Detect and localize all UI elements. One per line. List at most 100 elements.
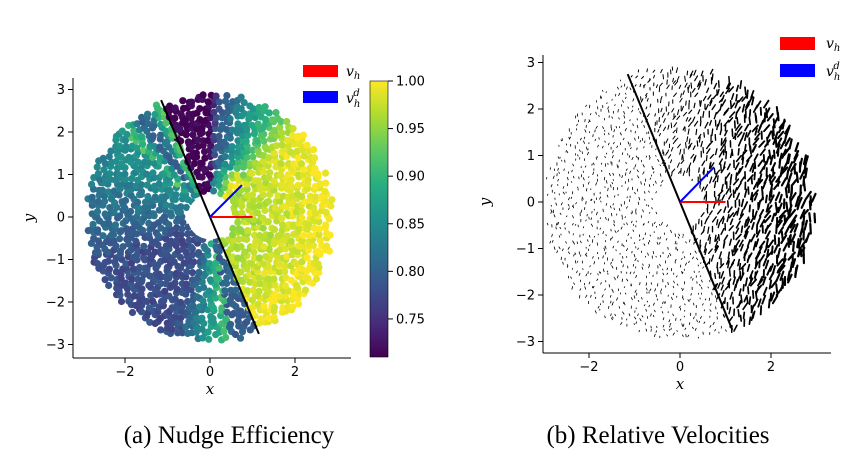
heatmap-point: [89, 220, 97, 228]
quiver-arrow: [813, 212, 817, 224]
heatmap-point: [196, 116, 204, 124]
heatmap-point: [137, 308, 146, 316]
quiver-arrow: [789, 196, 793, 208]
quiver-arrow: [693, 120, 699, 127]
quiver-arrow: [560, 202, 563, 206]
quiver-arrow: [688, 109, 693, 115]
heatmap-point: [294, 242, 303, 250]
quiver-arrow: [627, 106, 629, 109]
quiver-arrow: [676, 275, 678, 278]
heatmap-point: [256, 280, 264, 288]
quiver-arrow: [769, 154, 774, 166]
quiver-arrow: [765, 238, 769, 249]
heatmap-point: [261, 103, 269, 111]
quiver-arrow: [682, 296, 684, 300]
quiver-arrow: [576, 270, 578, 274]
heatmap-point: [231, 292, 239, 300]
quiver-arrow: [595, 125, 598, 129]
quiver-arrow: [604, 155, 606, 159]
quiver-arrow: [717, 233, 721, 242]
heatmap-point: [178, 329, 186, 337]
y-tick-label: −2: [516, 289, 535, 304]
heatmap-point: [294, 300, 303, 308]
quiver-arrow: [715, 169, 721, 176]
heatmap-point: [262, 116, 270, 124]
x-tick-label: 2: [767, 360, 775, 375]
quiver-arrow: [676, 115, 681, 121]
quiver-arrow: [739, 243, 744, 252]
heatmap-point: [243, 265, 251, 273]
heatmap-point: [99, 154, 107, 162]
quiver-arrow: [704, 248, 708, 256]
quiver-arrow: [625, 96, 627, 99]
heatmap-point: [311, 154, 319, 162]
heatmap-point: [237, 268, 245, 276]
quiver-arrow: [704, 78, 707, 86]
heatmap-point: [254, 300, 262, 308]
heatmap-point: [270, 177, 278, 185]
quiver-arrow: [707, 234, 711, 241]
heatmap-point: [229, 159, 237, 167]
heatmap-point: [195, 268, 203, 276]
quiver-arrow: [603, 247, 606, 251]
quiver-arrow: [687, 299, 690, 303]
heatmap-point: [209, 315, 217, 323]
quiver-arrow: [709, 309, 712, 312]
quiver-arrow: [590, 294, 592, 298]
quiver-arrow: [743, 294, 748, 303]
quiver-arrow: [808, 212, 812, 223]
quiver-arrow: [719, 263, 725, 269]
quiver-arrow: [779, 281, 785, 292]
quiver-arrow: [724, 129, 728, 137]
heatmap-point: [256, 231, 264, 240]
quiver-arrow: [606, 194, 609, 198]
quiver-arrow: [748, 143, 752, 152]
heatmap-point: [273, 114, 282, 122]
heatmap-point: [248, 169, 256, 178]
quiver-arrow: [719, 103, 723, 111]
heatmap-point: [221, 160, 229, 168]
quiver-arrow: [618, 117, 620, 120]
x-tick-label: 0: [206, 365, 214, 380]
quiver-arrow: [754, 112, 758, 123]
quiver-arrow: [635, 321, 637, 325]
quiver-arrow: [690, 153, 695, 159]
quiver-arrow: [729, 218, 734, 226]
quiver-arrow: [594, 296, 597, 300]
quiver-arrow: [694, 250, 697, 254]
quiver-arrow: [629, 87, 632, 91]
heatmap-point: [151, 248, 159, 256]
heatmap-point: [143, 127, 151, 135]
heatmap-point: [121, 175, 130, 183]
heatmap-point: [150, 122, 158, 130]
quiver-arrow: [769, 292, 773, 302]
heatmap-point: [327, 202, 335, 210]
quiver-arrow: [607, 187, 609, 192]
quiver-arrow: [628, 155, 631, 158]
heatmap-point: [266, 231, 274, 239]
quiver-arrow: [758, 275, 764, 285]
quiver-arrow: [671, 296, 673, 301]
quiver-arrow: [672, 135, 676, 140]
y-ticks: 3 2 1 0 −1 −2 −3: [516, 56, 543, 350]
quiver-arrow: [718, 251, 723, 260]
heatmap-point: [128, 225, 137, 233]
heatmap-point: [154, 232, 162, 240]
quiver-arrow: [746, 89, 749, 99]
quiver-arrow: [677, 109, 680, 116]
heatmap-point: [117, 270, 125, 279]
quiver-arrow: [598, 114, 600, 117]
heatmap-point: [270, 225, 279, 234]
quiver-arrow: [735, 155, 742, 163]
quiver-arrow: [639, 83, 642, 88]
quiver-arrow: [576, 123, 578, 127]
heatmap-point: [214, 275, 222, 283]
quiver-arrow: [746, 174, 754, 182]
quiver-arrow: [743, 132, 748, 142]
heatmap-point: [121, 204, 129, 212]
quiver-arrow: [552, 175, 555, 179]
quiver-arrow: [611, 317, 613, 321]
quiver-arrow: [663, 328, 665, 331]
heatmap-point: [240, 99, 248, 107]
quiver-arrow: [728, 268, 731, 277]
